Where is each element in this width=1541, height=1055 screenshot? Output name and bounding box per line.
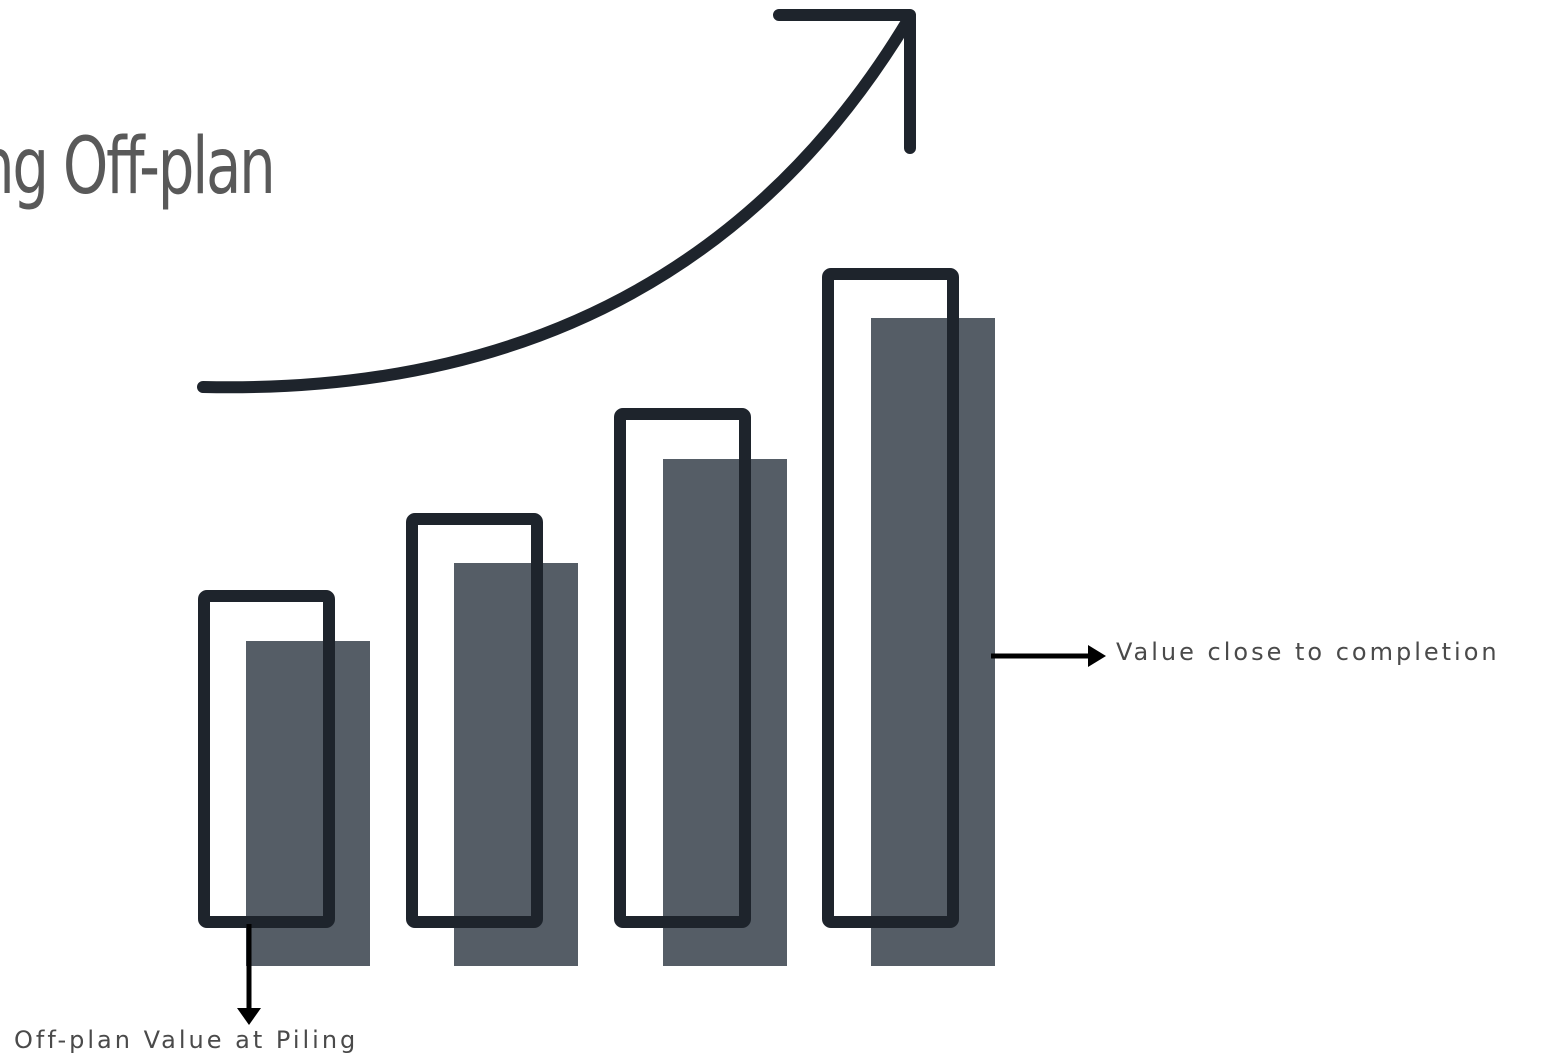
filled-bar-2: [454, 563, 578, 966]
filled-bars: [246, 318, 995, 966]
completion-value-label: Value close to completion: [1116, 638, 1500, 666]
piling-value-label: Off-plan Value at Piling: [14, 1026, 359, 1054]
curved-up-arrow-icon: [197, 9, 916, 394]
arrow-down-icon: [237, 924, 261, 1025]
filled-bar-3: [663, 459, 787, 966]
outlined-bar-1: [198, 590, 335, 928]
page-title: ng Off-plan: [0, 122, 276, 212]
outlined-bar-3: [614, 408, 751, 928]
arrow-right-icon: [991, 645, 1106, 667]
outlined-bar-4: [822, 268, 959, 928]
outlined-bar-2: [406, 513, 543, 928]
outlined-bars: [198, 268, 959, 928]
filled-bar-1: [246, 641, 370, 966]
filled-bar-4: [871, 318, 995, 966]
